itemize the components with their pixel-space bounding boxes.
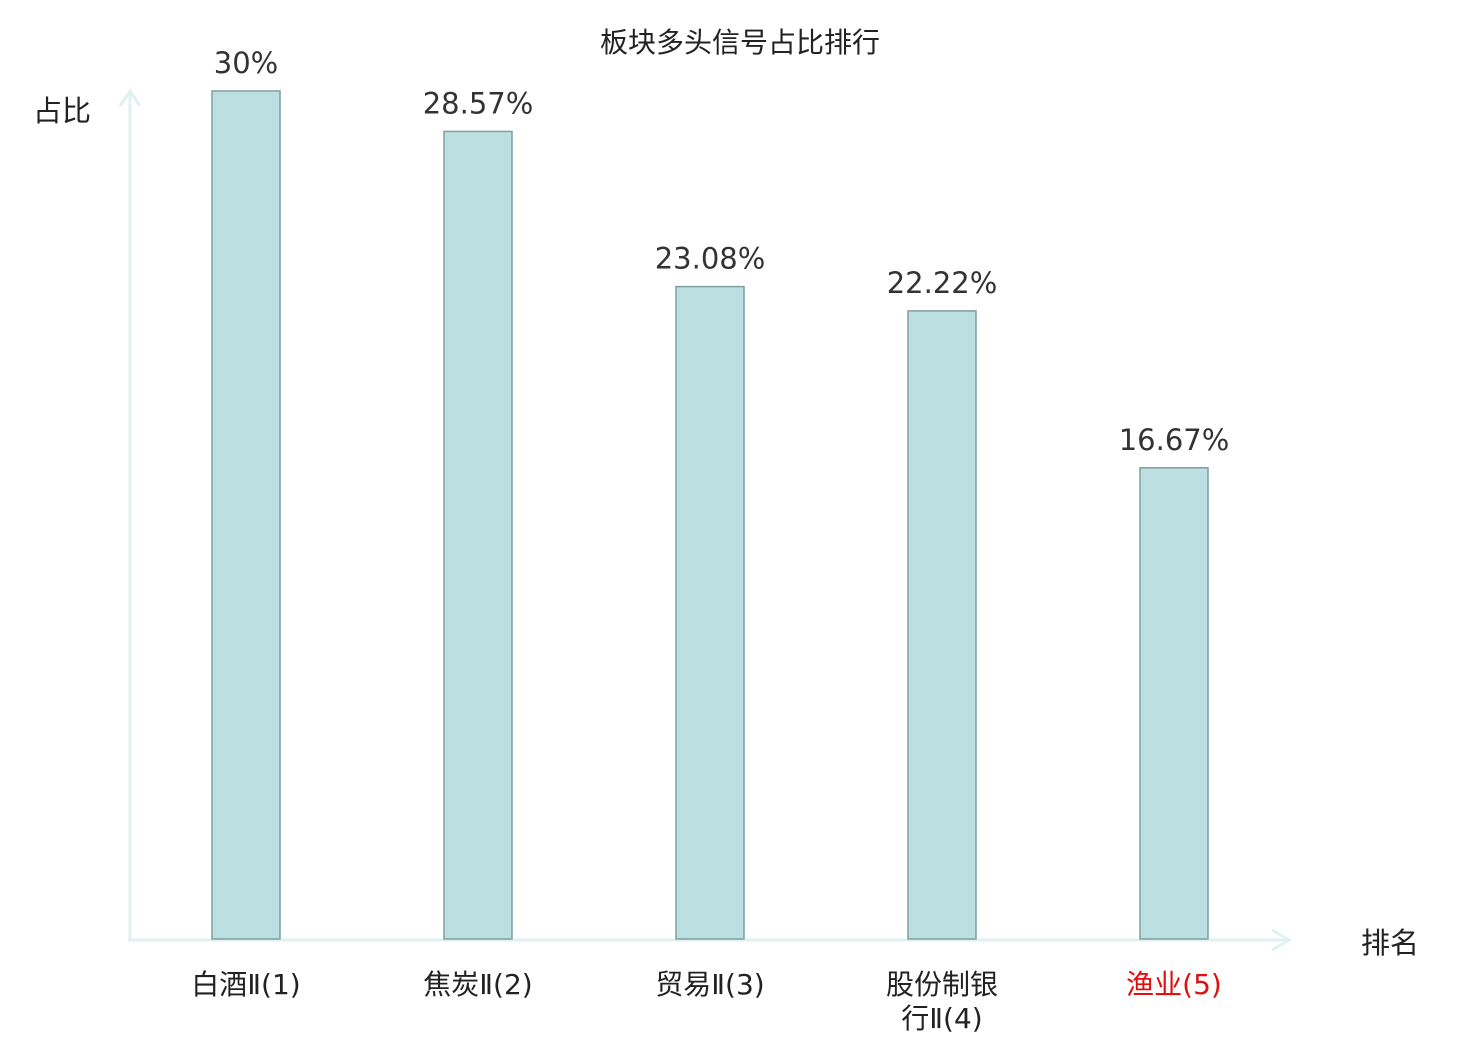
value-labels: 30% 28.57% 23.08% 22.22% 16.67% — [214, 46, 1230, 457]
category-label-1: 白酒Ⅱ(1) — [191, 968, 300, 1001]
category-labels: 白酒Ⅱ(1) 焦炭Ⅱ(2) 贸易Ⅱ(3) 股份制银行Ⅱ(4) 渔业(5) — [191, 968, 1222, 1035]
category-label-5: 渔业(5) — [1126, 968, 1222, 1001]
bar-4 — [907, 310, 977, 940]
value-label-4: 22.22% — [887, 266, 998, 300]
bar-2 — [443, 130, 513, 940]
bars — [211, 90, 1209, 940]
chart-title: 板块多头信号占比排行 — [600, 26, 880, 59]
value-label-5: 16.67% — [1119, 423, 1230, 457]
category-label-4: 股份制银行Ⅱ(4) — [886, 968, 998, 1035]
value-label-1: 30% — [214, 46, 278, 80]
bar-5 — [1139, 467, 1209, 940]
y-axis-arrow — [118, 88, 142, 107]
bar-3 — [675, 285, 745, 940]
value-label-2: 28.57% — [423, 86, 534, 120]
value-label-3: 23.08% — [655, 242, 766, 276]
category-label-3: 贸易Ⅱ(3) — [655, 968, 764, 1001]
x-axis-arrow — [1271, 928, 1292, 952]
axes — [118, 88, 1292, 952]
x-axis-label: 排名 — [1361, 926, 1419, 960]
category-label-2: 焦炭Ⅱ(2) — [423, 968, 532, 1001]
y-axis-label: 占比 — [33, 94, 91, 128]
bar-1 — [211, 90, 281, 940]
